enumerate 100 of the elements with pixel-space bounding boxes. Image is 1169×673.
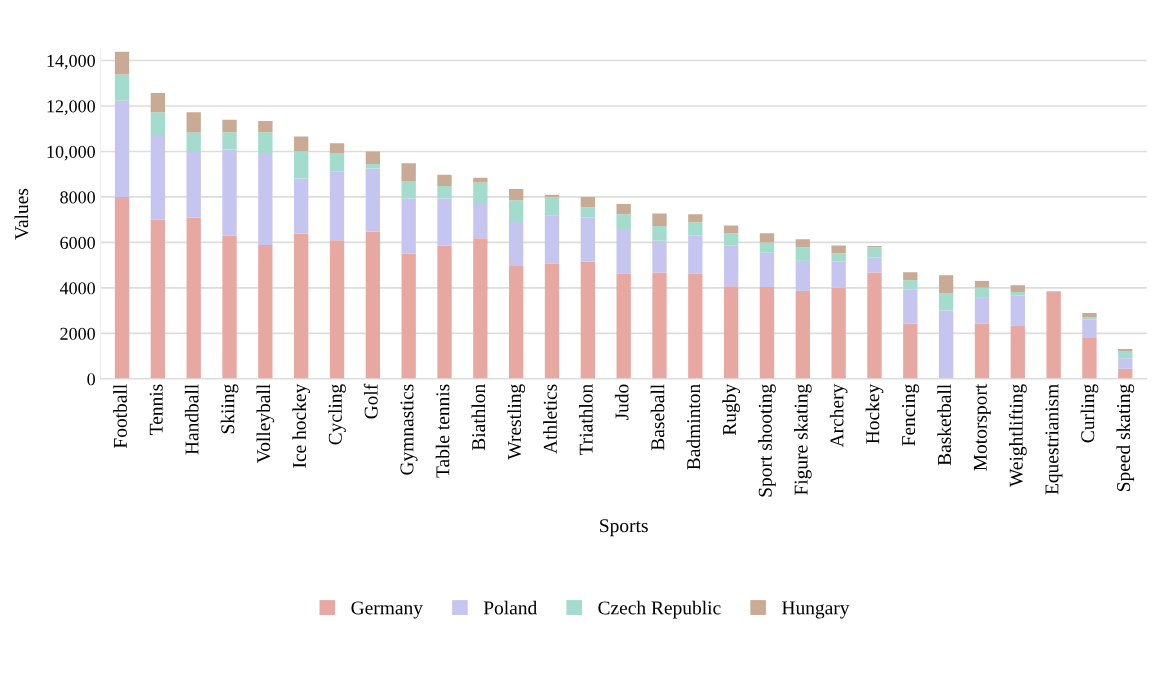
legend-label: Hungary: [782, 601, 850, 619]
bar: [473, 238, 488, 379]
bar: [938, 275, 954, 294]
x-tick-label: Weightlifting: [1008, 384, 1027, 487]
bar: [938, 293, 954, 311]
bar: [652, 226, 667, 241]
bar: [580, 196, 595, 208]
bar: [401, 253, 416, 379]
bar: [1082, 317, 1097, 320]
bar: [258, 132, 273, 154]
bar: [509, 189, 524, 201]
bar: [437, 174, 452, 187]
bar: [867, 272, 882, 379]
bar: [688, 222, 703, 236]
x-tick-label: Biathlon: [471, 384, 486, 451]
x-tick-label: Athletics: [543, 384, 557, 454]
x-tick-label: Archery: [829, 383, 848, 448]
bar: [831, 253, 846, 262]
bar: [150, 135, 166, 220]
bar: [222, 149, 237, 236]
bar: [795, 247, 810, 261]
bar: [114, 74, 130, 101]
bar: [1046, 291, 1061, 379]
bar: [1118, 351, 1133, 359]
bar: [473, 177, 488, 183]
bar: [150, 219, 166, 379]
bar: [580, 261, 595, 379]
bar: [831, 287, 846, 379]
legend-label: Poland: [483, 600, 538, 615]
bar: [723, 233, 739, 246]
bar: [795, 239, 810, 248]
bar: [401, 181, 416, 199]
x-tick-label: Tennis: [149, 384, 163, 435]
bar: [1082, 319, 1097, 338]
bar: [544, 215, 560, 264]
x-tick-label: Football: [113, 384, 127, 449]
bar: [258, 153, 273, 245]
legend-label: Germany: [351, 601, 423, 619]
bar: [759, 242, 775, 253]
bar: [759, 233, 775, 243]
bar: [294, 233, 309, 379]
y-tick-label: 8000: [60, 191, 95, 204]
legend-label: Czech Republic: [598, 600, 721, 619]
bar: [616, 204, 631, 215]
bar: [114, 100, 130, 197]
bar: [401, 163, 416, 182]
x-tick-label: Basketball: [937, 384, 951, 466]
bar: [114, 51, 130, 75]
bar: [688, 273, 703, 379]
bar: [329, 171, 345, 241]
bar: [150, 112, 166, 136]
bar: [723, 245, 739, 287]
bar: [688, 214, 703, 223]
x-tick-label: Triathlon: [579, 384, 593, 456]
x-tick-label: Ice hockey: [292, 383, 311, 468]
x-tick-label: Skiing: [220, 384, 239, 434]
bar: [580, 217, 595, 262]
bar: [365, 163, 381, 169]
y-tick-label: 2000: [60, 327, 95, 340]
bar: [723, 225, 739, 234]
bar: [903, 280, 918, 290]
y-tick-label: 10,000: [47, 145, 95, 161]
y-tick-label: 6000: [60, 236, 95, 249]
bar: [795, 260, 810, 291]
x-tick-label: Equestrianism: [1045, 384, 1063, 495]
bar: [903, 272, 918, 281]
bar: [831, 261, 846, 288]
bar: [652, 272, 667, 379]
bar: [974, 287, 990, 298]
bar: [974, 280, 990, 288]
bar: [509, 266, 524, 379]
bar: [688, 235, 703, 274]
bar: [222, 235, 237, 379]
bar: [795, 290, 810, 379]
bar: [580, 207, 595, 218]
x-tick-label: Curling: [1080, 384, 1099, 443]
bar: [1082, 337, 1097, 379]
bar: [473, 182, 488, 205]
bar: [294, 178, 309, 234]
bar: [759, 252, 775, 288]
bar: [258, 244, 273, 379]
x-tick-label: Motorsport: [973, 383, 991, 471]
y-tick-label: 14,000: [47, 54, 95, 70]
bar: [437, 198, 452, 246]
bar: [437, 186, 452, 199]
x-tick-label: Table tennis: [435, 384, 450, 478]
x-tick-label: Figure skating: [793, 384, 812, 495]
x-tick-label: Badminton: [686, 384, 701, 470]
x-tick-label: Sport shooting: [758, 384, 776, 497]
x-tick-label: Cycling: [328, 384, 346, 445]
bar: [365, 231, 381, 379]
bar: [365, 151, 381, 164]
bar: [258, 121, 273, 133]
bar: [974, 297, 990, 324]
bar: [294, 151, 309, 179]
bar: [1010, 285, 1025, 293]
bar: [186, 151, 201, 218]
bar: [616, 214, 631, 230]
bar: [652, 213, 667, 227]
bar: [222, 132, 237, 150]
